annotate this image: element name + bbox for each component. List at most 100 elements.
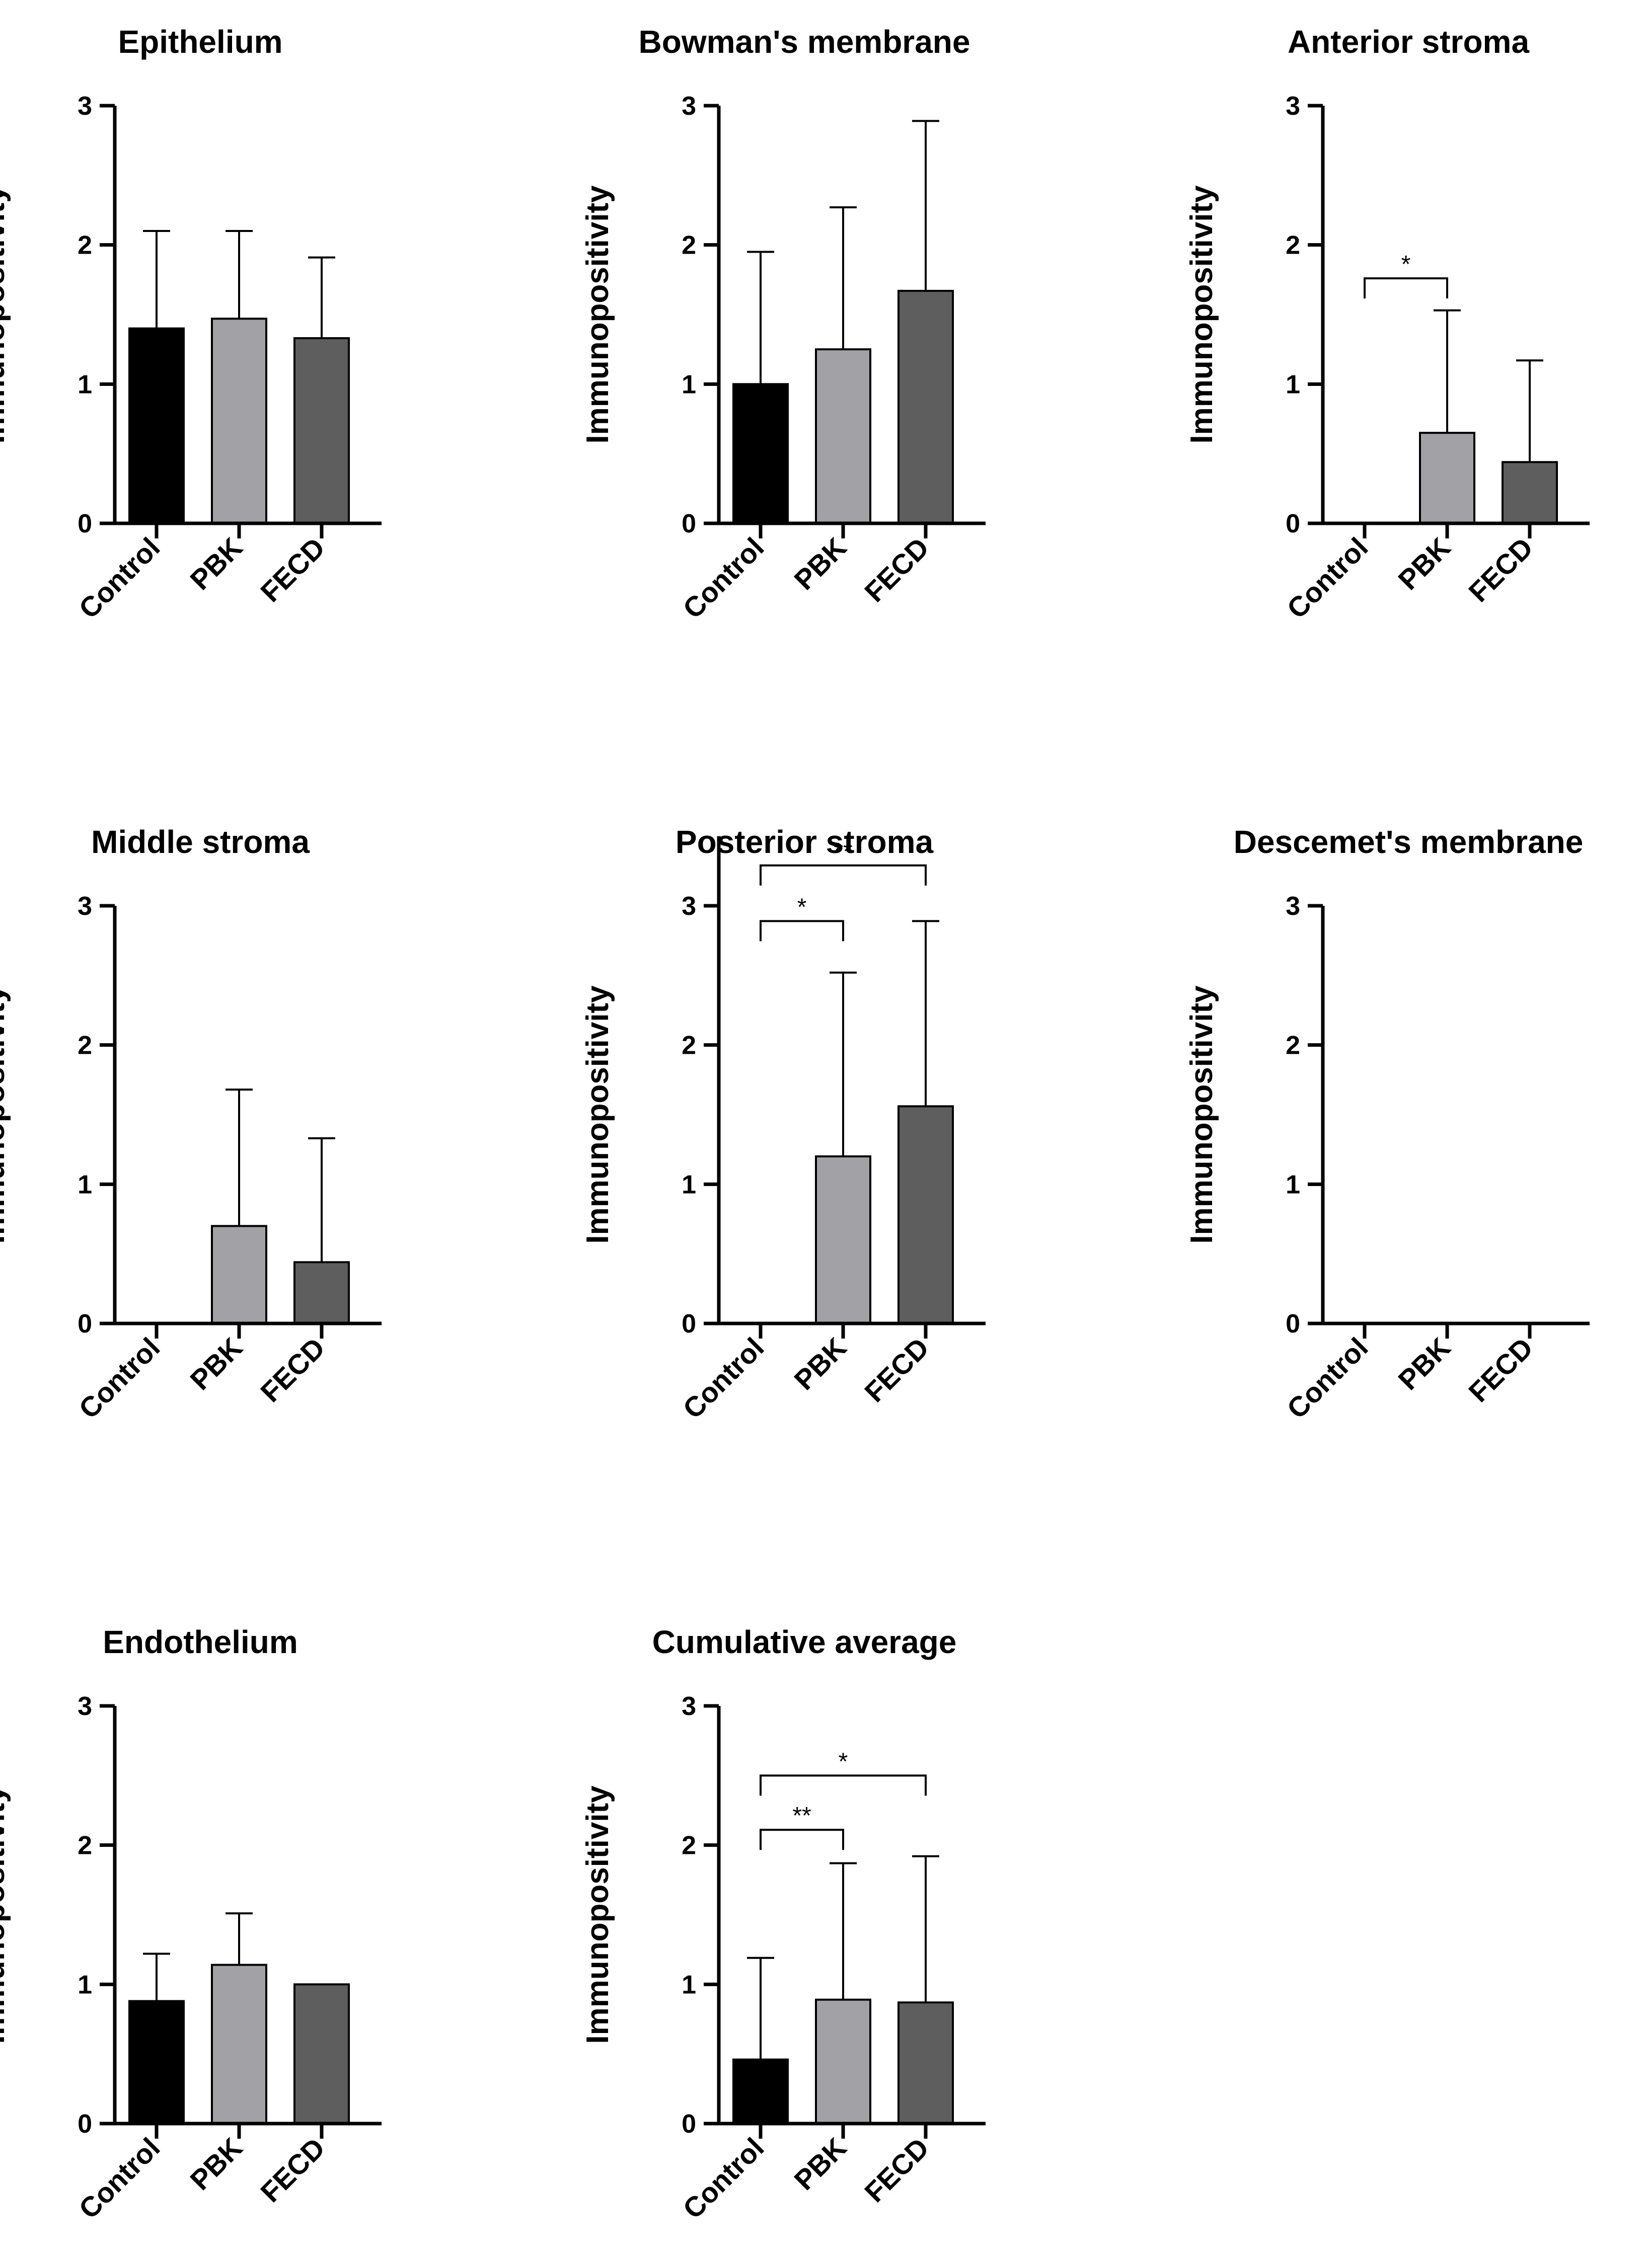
x-tick-label: FECD bbox=[858, 2132, 935, 2208]
y-tick-label: 1 bbox=[1286, 1170, 1300, 1199]
y-tick-label: 1 bbox=[682, 370, 696, 399]
significance-label: ** bbox=[792, 1803, 811, 1829]
y-axis-label: Immunopositivity bbox=[0, 985, 11, 1244]
significance-label: * bbox=[797, 894, 807, 920]
y-tick-label: 2 bbox=[682, 231, 696, 260]
bar bbox=[128, 2000, 185, 2125]
y-tick-label: 0 bbox=[78, 509, 92, 538]
y-tick-label: 2 bbox=[1286, 1031, 1300, 1060]
bar bbox=[897, 2001, 954, 2125]
x-tick-label: PBK bbox=[1392, 531, 1456, 596]
y-axis-label: Immunopositivity bbox=[580, 1785, 615, 2044]
x-tick-label: FECD bbox=[858, 1332, 935, 1408]
bar bbox=[1419, 432, 1475, 525]
x-tick-label: PBK bbox=[788, 531, 852, 596]
y-tick-label: 0 bbox=[682, 1309, 696, 1339]
x-tick-label: Control bbox=[1281, 1332, 1374, 1425]
y-tick-label: 0 bbox=[682, 509, 696, 538]
x-tick-label: FECD bbox=[1462, 531, 1539, 608]
bar bbox=[732, 383, 789, 524]
y-axis-label: Immunopositivity bbox=[580, 185, 615, 444]
y-tick-label: 3 bbox=[682, 1692, 696, 1721]
chart-panel: Bowman's membrane Immunopositivity 0 1 2 3 Con… bbox=[580, 24, 986, 624]
x-tick-label: Control bbox=[677, 2132, 770, 2225]
chart-panel: Middle stroma Immunopositivity 0 1 2 3 Control… bbox=[0, 824, 382, 1425]
x-tick-label: Control bbox=[1281, 531, 1374, 624]
y-tick-label: 1 bbox=[78, 1170, 92, 1199]
significance-bracket bbox=[760, 864, 927, 886]
x-tick-label: Control bbox=[72, 1332, 166, 1425]
chart-title: Bowman's membrane bbox=[639, 24, 970, 60]
bar bbox=[293, 1261, 350, 1324]
bar bbox=[897, 289, 954, 524]
y-axis-label: Immunopositivity bbox=[0, 185, 11, 444]
y-tick-label: 0 bbox=[78, 2109, 92, 2139]
chart-panel: Posterior stroma Immunopositivity 0 1 2 3 Cont… bbox=[580, 824, 986, 1425]
y-tick-label: 2 bbox=[78, 1031, 92, 1060]
y-tick-label: 2 bbox=[682, 1031, 696, 1060]
x-tick-label: FECD bbox=[254, 531, 331, 608]
chart-title: Middle stroma bbox=[91, 824, 310, 860]
y-tick-label: 0 bbox=[1286, 509, 1300, 538]
y-tick-label: 3 bbox=[78, 92, 92, 121]
bar bbox=[815, 1155, 871, 1324]
chart-panel: Epithelium Immunopositivity 0 1 2 3 Control PBK… bbox=[0, 24, 382, 624]
chart-title: Descemet's membrane bbox=[1234, 824, 1584, 860]
y-tick-label: 3 bbox=[682, 892, 696, 921]
bar bbox=[897, 1105, 954, 1324]
bar bbox=[815, 1998, 871, 2125]
y-tick-label: 3 bbox=[1286, 92, 1300, 121]
chart-title: Anterior stroma bbox=[1288, 24, 1530, 60]
significance-bracket bbox=[760, 1829, 844, 1850]
x-tick-label: FECD bbox=[858, 531, 935, 608]
x-tick-label: PBK bbox=[788, 2132, 852, 2196]
bar bbox=[293, 337, 350, 524]
y-tick-label: 2 bbox=[1286, 231, 1300, 260]
x-tick-label: PBK bbox=[184, 1332, 248, 1396]
x-tick-label: PBK bbox=[788, 1332, 852, 1396]
y-tick-label: 2 bbox=[78, 1831, 92, 1860]
bar bbox=[211, 1225, 267, 1324]
y-tick-label: 2 bbox=[682, 1831, 696, 1860]
x-tick-label: PBK bbox=[184, 2132, 248, 2196]
bar bbox=[815, 348, 871, 525]
y-axis-label: Immunopositivity bbox=[1184, 985, 1219, 1244]
y-tick-label: 0 bbox=[1286, 1309, 1300, 1339]
bar bbox=[211, 318, 267, 524]
bar bbox=[732, 2058, 789, 2125]
y-tick-label: 1 bbox=[78, 1970, 92, 1999]
significance-bracket bbox=[760, 1774, 927, 1796]
x-tick-label: PBK bbox=[184, 531, 248, 596]
y-axis-label: Immunopositivity bbox=[0, 1785, 11, 2044]
significance-bracket bbox=[760, 920, 844, 942]
y-tick-label: 1 bbox=[78, 370, 92, 399]
x-tick-label: PBK bbox=[1392, 1332, 1456, 1396]
bar bbox=[211, 1964, 267, 2125]
y-tick-label: 1 bbox=[1286, 370, 1300, 399]
significance-label: * bbox=[1401, 251, 1411, 278]
y-tick-label: 3 bbox=[682, 92, 696, 121]
y-tick-label: 0 bbox=[682, 2109, 696, 2139]
y-tick-label: 3 bbox=[78, 1692, 92, 1721]
x-tick-label: Control bbox=[677, 531, 770, 624]
chart-title: Epithelium bbox=[118, 24, 282, 60]
bar bbox=[293, 1983, 350, 2125]
y-tick-label: 3 bbox=[78, 892, 92, 921]
x-tick-label: Control bbox=[72, 531, 166, 624]
y-axis-label: Immunopositivity bbox=[1184, 185, 1219, 444]
y-tick-label: 0 bbox=[78, 1309, 92, 1339]
chart-panel: Anterior stroma Immunopositivity 0 1 2 3 Contr… bbox=[1184, 24, 1590, 624]
y-tick-label: 1 bbox=[682, 1970, 696, 1999]
bar bbox=[128, 327, 185, 525]
chart-title: Posterior stroma bbox=[676, 824, 934, 860]
x-tick-label: FECD bbox=[254, 2132, 331, 2208]
chart-title: Endothelium bbox=[103, 1624, 298, 1660]
chart-panel: Cumulative average Immunopositivity 0 1 2 3 Co… bbox=[580, 1624, 986, 2225]
x-tick-label: FECD bbox=[1462, 1332, 1539, 1408]
chart-panel: Descemet's membrane Immunopositivity 0 1 2 3 C… bbox=[1184, 824, 1590, 1425]
significance-label: ** bbox=[834, 838, 852, 865]
significance-bracket bbox=[1364, 277, 1448, 299]
significance-label: * bbox=[839, 1748, 848, 1775]
y-tick-label: 1 bbox=[682, 1170, 696, 1199]
x-tick-label: FECD bbox=[254, 1332, 331, 1408]
